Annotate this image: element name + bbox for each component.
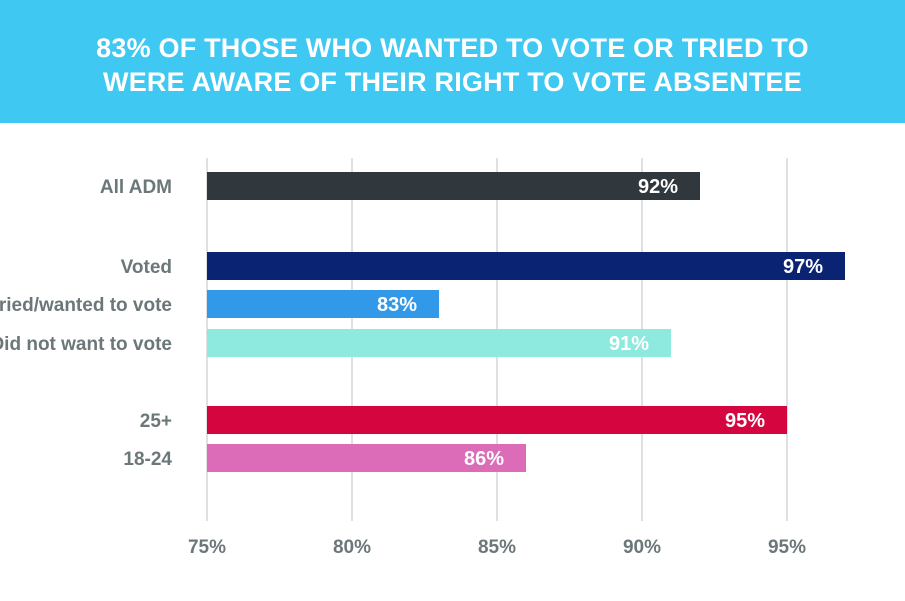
category-label: Voted [121, 257, 172, 278]
bar [207, 444, 526, 472]
x-tick-label: 80% [333, 537, 371, 558]
data-label: 92% [638, 176, 678, 198]
x-tick-label: 95% [768, 537, 806, 558]
bar [207, 329, 671, 357]
category-label: All ADM [100, 177, 172, 198]
x-tick-label: 75% [188, 537, 226, 558]
bar [207, 406, 787, 434]
bar-chart: 75%80%85%90%95%100%92%All ADM97%Voted83%… [0, 158, 845, 558]
bar [207, 290, 439, 318]
category-label: 18-24 [123, 449, 172, 470]
category-label: Did not want to vote [0, 334, 172, 355]
data-label: 86% [464, 448, 504, 470]
category-label: Tried/wanted to vote [0, 295, 172, 316]
data-label: 95% [725, 410, 765, 432]
data-label: 91% [609, 333, 649, 355]
data-label: 83% [377, 294, 417, 316]
x-tick-label: 85% [478, 537, 516, 558]
data-label: 97% [783, 256, 823, 278]
x-tick-label: 90% [623, 537, 661, 558]
bar [207, 252, 845, 280]
category-label: 25+ [140, 411, 172, 432]
bar [207, 172, 700, 200]
title-banner: 83% OF THOSE WHO WANTED TO VOTE OR TRIED… [0, 0, 905, 123]
chart-title: 83% OF THOSE WHO WANTED TO VOTE OR TRIED… [96, 33, 809, 97]
